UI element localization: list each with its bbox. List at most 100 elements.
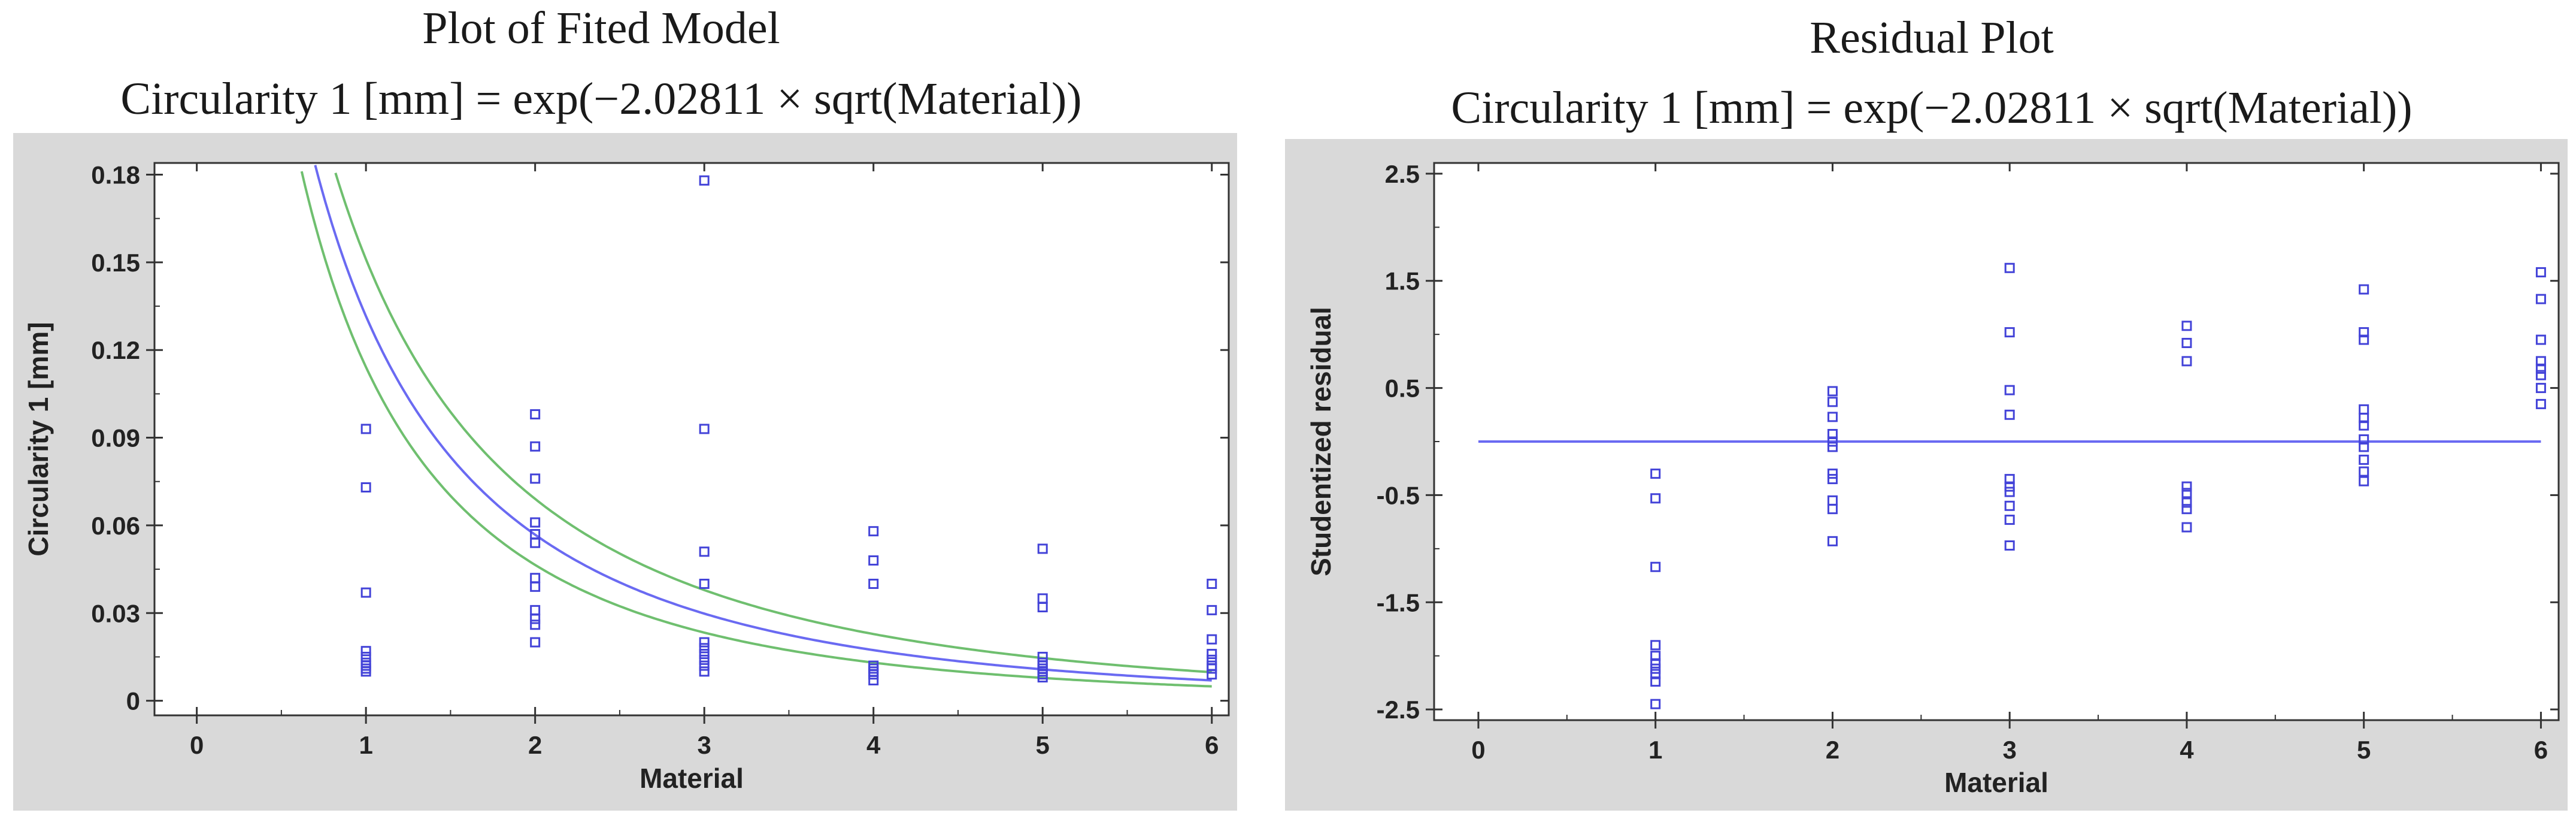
upper-confidence-limit-curve [334,173,1212,673]
left-y-tick-label: 0.06 [91,512,140,540]
left-y-tick-label: 0.15 [91,249,140,277]
left-data-point [1207,634,1217,645]
right-x-tick-label: 5 [2357,736,2371,764]
right-data-point [2004,481,2015,492]
left-data-point [530,581,541,592]
right-x-tick-label: 1 [1648,736,1662,764]
left-data-point [699,546,710,557]
right-data-point [2535,363,2546,374]
right-x-tick-label: 2 [1826,736,1839,764]
left-data-point [1207,578,1217,589]
right-data-point [1827,386,1838,397]
left-data-point [1207,649,1217,660]
right-x-tick-label: 6 [2534,736,2548,764]
left-data-point [868,675,879,685]
left-x-tick-label: 0 [190,731,204,759]
right-data-point [2181,497,2192,508]
left-data-point [530,637,541,648]
right-data-point [1650,676,1661,687]
left-y-tick-label: 0.09 [91,424,140,452]
right-data-point [2181,504,2192,515]
right-data-point [1650,663,1661,674]
left-data-point [1207,605,1217,615]
left-data-point [868,578,879,589]
left-data-point [868,555,879,566]
left-chart-title: Plot of Fited Model [422,3,780,53]
right-y-tick-label: 0.5 [1385,374,1420,403]
right-x-tick-label: 3 [2003,736,2017,764]
left-data-point [699,424,710,434]
right-data-point [2004,409,2015,420]
right-data-point [2181,321,2192,331]
right-data-point [1827,504,1838,515]
right-data-point [1827,397,1838,407]
right-data-point [2535,398,2546,409]
left-data-point [1037,602,1048,613]
right-data-point [2004,540,2015,551]
right-y-tick-label: -2.5 [1377,696,1420,724]
right-data-point [2535,267,2546,277]
left-data-point [699,660,710,671]
left-y-axis-label: Circularity 1 [mm] [23,322,54,556]
left-data-point [699,654,710,665]
right-data-point [1827,436,1838,447]
right-data-point [1650,658,1661,669]
right-data-point [2004,486,2015,497]
left-data-point [530,619,541,630]
right-data-point [2535,370,2546,380]
right-x-axis-label: Material [1944,767,2048,798]
right-data-point [2004,500,2015,511]
right-data-point [1827,469,1838,479]
left-data-point [530,409,541,420]
left-data-point [1207,669,1217,680]
right-data-point [1650,699,1661,709]
left-x-tick-label: 3 [698,731,711,759]
right-data-point [2181,337,2192,348]
left-data-point [699,666,710,677]
right-chart-panel: -2.5 -1.5 -0.5 0.5 1.5 2.5 0 1 2 3 4 5 6 Material S… [1285,139,2568,811]
right-data-point [2535,294,2546,304]
left-y-tick-label: 0.03 [91,599,140,627]
left-data-point [530,473,541,484]
left-data-point [699,175,710,186]
right-data-point [2004,385,2015,395]
right-x-tick-label: 0 [1471,736,1485,764]
right-data-point [1650,493,1661,504]
left-x-axis-label: Material [640,763,744,794]
right-data-point [2181,488,2192,498]
left-chart-subtitle: Circularity 1 [mm] = exp(−2.02811 × sqrt… [120,74,1081,124]
fitted-model-curve [314,165,1212,682]
left-data-point [1037,543,1048,554]
left-data-point [868,669,879,680]
right-data-point [2535,383,2546,394]
right-data-point [2181,356,2192,367]
lower-confidence-limit-curve [300,171,1212,688]
right-chart-title: Residual Plot [1810,13,2053,63]
left-data-point [360,424,371,434]
right-data-point [1650,469,1661,479]
left-data-point [699,649,710,660]
right-data-point [1827,412,1838,422]
left-data-point [868,526,879,537]
right-data-point [2359,466,2369,477]
left-data-point [1207,663,1217,674]
right-x-tick-label: 4 [2180,736,2194,764]
right-y-tick-label: 2.5 [1385,160,1420,188]
left-data-point [1037,672,1048,683]
right-data-point [2004,515,2015,525]
left-chart-panel: 0 0.03 0.06 0.09 0.12 0.15 0.18 0 1 2 3 4 5 6 Materi… [13,133,1237,811]
left-data-point [360,587,371,598]
right-data-point [1827,536,1838,546]
left-y-tick-label: 0.12 [91,336,140,364]
right-y-tick-label: 1.5 [1385,267,1420,295]
left-data-point [699,637,710,648]
right-data-point [2181,481,2192,492]
left-plot-area [153,162,1230,717]
right-data-point [2004,327,2015,338]
left-data-point [530,537,541,548]
right-data-point [2359,442,2369,452]
right-data-point [2359,420,2369,431]
right-data-point [2535,334,2546,345]
left-data-point [360,646,371,657]
